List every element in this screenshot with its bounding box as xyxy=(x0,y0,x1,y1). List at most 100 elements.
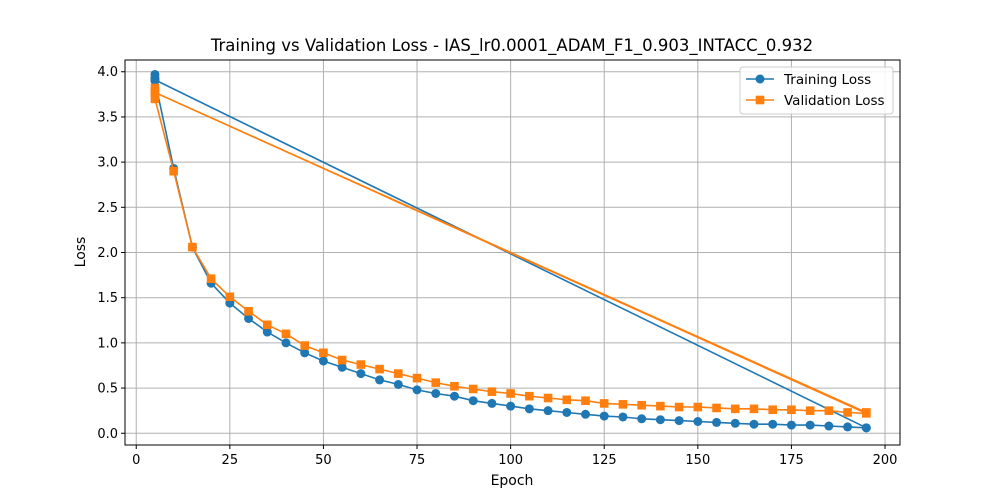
data-point xyxy=(412,385,422,395)
data-point xyxy=(225,292,235,302)
data-point xyxy=(244,306,253,316)
data-point xyxy=(862,408,871,417)
series-layer xyxy=(150,69,871,433)
data-point xyxy=(618,412,628,422)
data-point xyxy=(356,360,366,369)
data-point xyxy=(450,381,459,391)
legend-label: Training Loss xyxy=(783,72,871,88)
data-point xyxy=(712,417,722,427)
data-point xyxy=(525,391,534,401)
data-point xyxy=(674,402,684,412)
data-point xyxy=(393,379,403,389)
data-point xyxy=(599,399,609,408)
data-point xyxy=(506,389,515,398)
data-point xyxy=(468,384,478,394)
data-point xyxy=(524,404,534,414)
legend-box xyxy=(739,66,894,115)
data-point xyxy=(581,396,590,406)
x-tick-label: 150 xyxy=(685,453,710,468)
legend-label: Validation Loss xyxy=(784,93,885,109)
data-point xyxy=(319,348,328,358)
data-point xyxy=(449,391,459,401)
chart-title: Training vs Validation Loss - IAS_lr0.00… xyxy=(210,36,813,56)
x-tick-label: 100 xyxy=(498,453,523,468)
x-tick-label: 50 xyxy=(315,453,332,468)
data-point xyxy=(656,401,665,411)
data-point xyxy=(206,274,216,284)
data-point xyxy=(300,348,310,358)
data-point xyxy=(150,88,160,97)
data-point xyxy=(281,329,291,339)
data-point xyxy=(543,393,553,403)
data-point xyxy=(805,420,815,430)
y-tick-label: 4.0 xyxy=(97,65,118,80)
data-point xyxy=(618,400,628,409)
y-tick-label: 2.0 xyxy=(97,246,118,261)
data-point xyxy=(262,320,272,330)
tick-layer: 0 25 50 75 100 125 150 175 200 0.0 0.5 1.0 1.5 2.0 2.5… xyxy=(97,65,897,468)
data-point xyxy=(244,313,254,323)
x-tick-label: 200 xyxy=(873,453,898,468)
data-point xyxy=(730,418,740,428)
data-point xyxy=(394,369,403,378)
data-point xyxy=(768,419,778,429)
data-point xyxy=(768,405,778,415)
data-point xyxy=(337,362,347,372)
data-point xyxy=(749,419,759,429)
data-point xyxy=(337,355,347,365)
data-point xyxy=(431,388,441,398)
data-point xyxy=(281,338,291,348)
x-tick-label: 75 xyxy=(409,453,426,468)
data-point xyxy=(599,411,609,421)
y-tick-label: 3.0 xyxy=(97,156,118,171)
data-point xyxy=(562,407,572,417)
y-tick-label: 0.0 xyxy=(97,427,118,442)
data-point xyxy=(543,406,553,416)
data-point xyxy=(468,396,478,406)
x-tick-label: 175 xyxy=(779,453,804,468)
data-point xyxy=(431,378,441,387)
data-point xyxy=(712,403,721,413)
x-tick-label: 25 xyxy=(222,453,239,468)
y-axis-label: Loss xyxy=(73,237,89,268)
y-tick-label: 3.5 xyxy=(97,110,118,125)
data-point xyxy=(487,398,497,408)
legend-marker xyxy=(755,95,765,105)
data-point xyxy=(188,242,197,252)
data-point xyxy=(412,373,422,383)
data-point xyxy=(674,416,684,426)
data-point xyxy=(861,423,871,433)
data-point xyxy=(487,387,497,396)
data-point xyxy=(375,364,384,374)
data-point xyxy=(262,327,272,337)
y-tick-label: 1.0 xyxy=(97,336,118,351)
data-point xyxy=(824,406,834,415)
data-point xyxy=(693,417,703,427)
data-point xyxy=(843,422,853,432)
data-point xyxy=(150,94,160,104)
y-tick-label: 2.5 xyxy=(97,201,118,216)
legend-marker xyxy=(755,74,765,84)
data-point xyxy=(150,75,160,85)
x-tick-label: 0 xyxy=(132,453,140,468)
data-point xyxy=(562,395,572,405)
data-point xyxy=(318,356,328,366)
x-axis-label: Epoch xyxy=(491,473,534,489)
data-point xyxy=(787,405,796,415)
data-point xyxy=(637,400,646,410)
legend: Training Loss Validation Loss xyxy=(739,66,894,115)
data-point xyxy=(655,415,665,425)
data-point xyxy=(749,404,759,414)
data-point xyxy=(506,401,516,411)
data-point xyxy=(843,408,852,417)
data-point xyxy=(824,421,834,431)
data-point xyxy=(786,420,796,430)
y-tick-label: 1.5 xyxy=(97,291,118,306)
data-point xyxy=(150,83,160,93)
data-point xyxy=(356,369,366,379)
x-tick-label: 125 xyxy=(592,453,617,468)
data-point xyxy=(375,375,385,385)
data-point xyxy=(730,404,740,414)
y-tick-label: 0.5 xyxy=(97,382,118,397)
